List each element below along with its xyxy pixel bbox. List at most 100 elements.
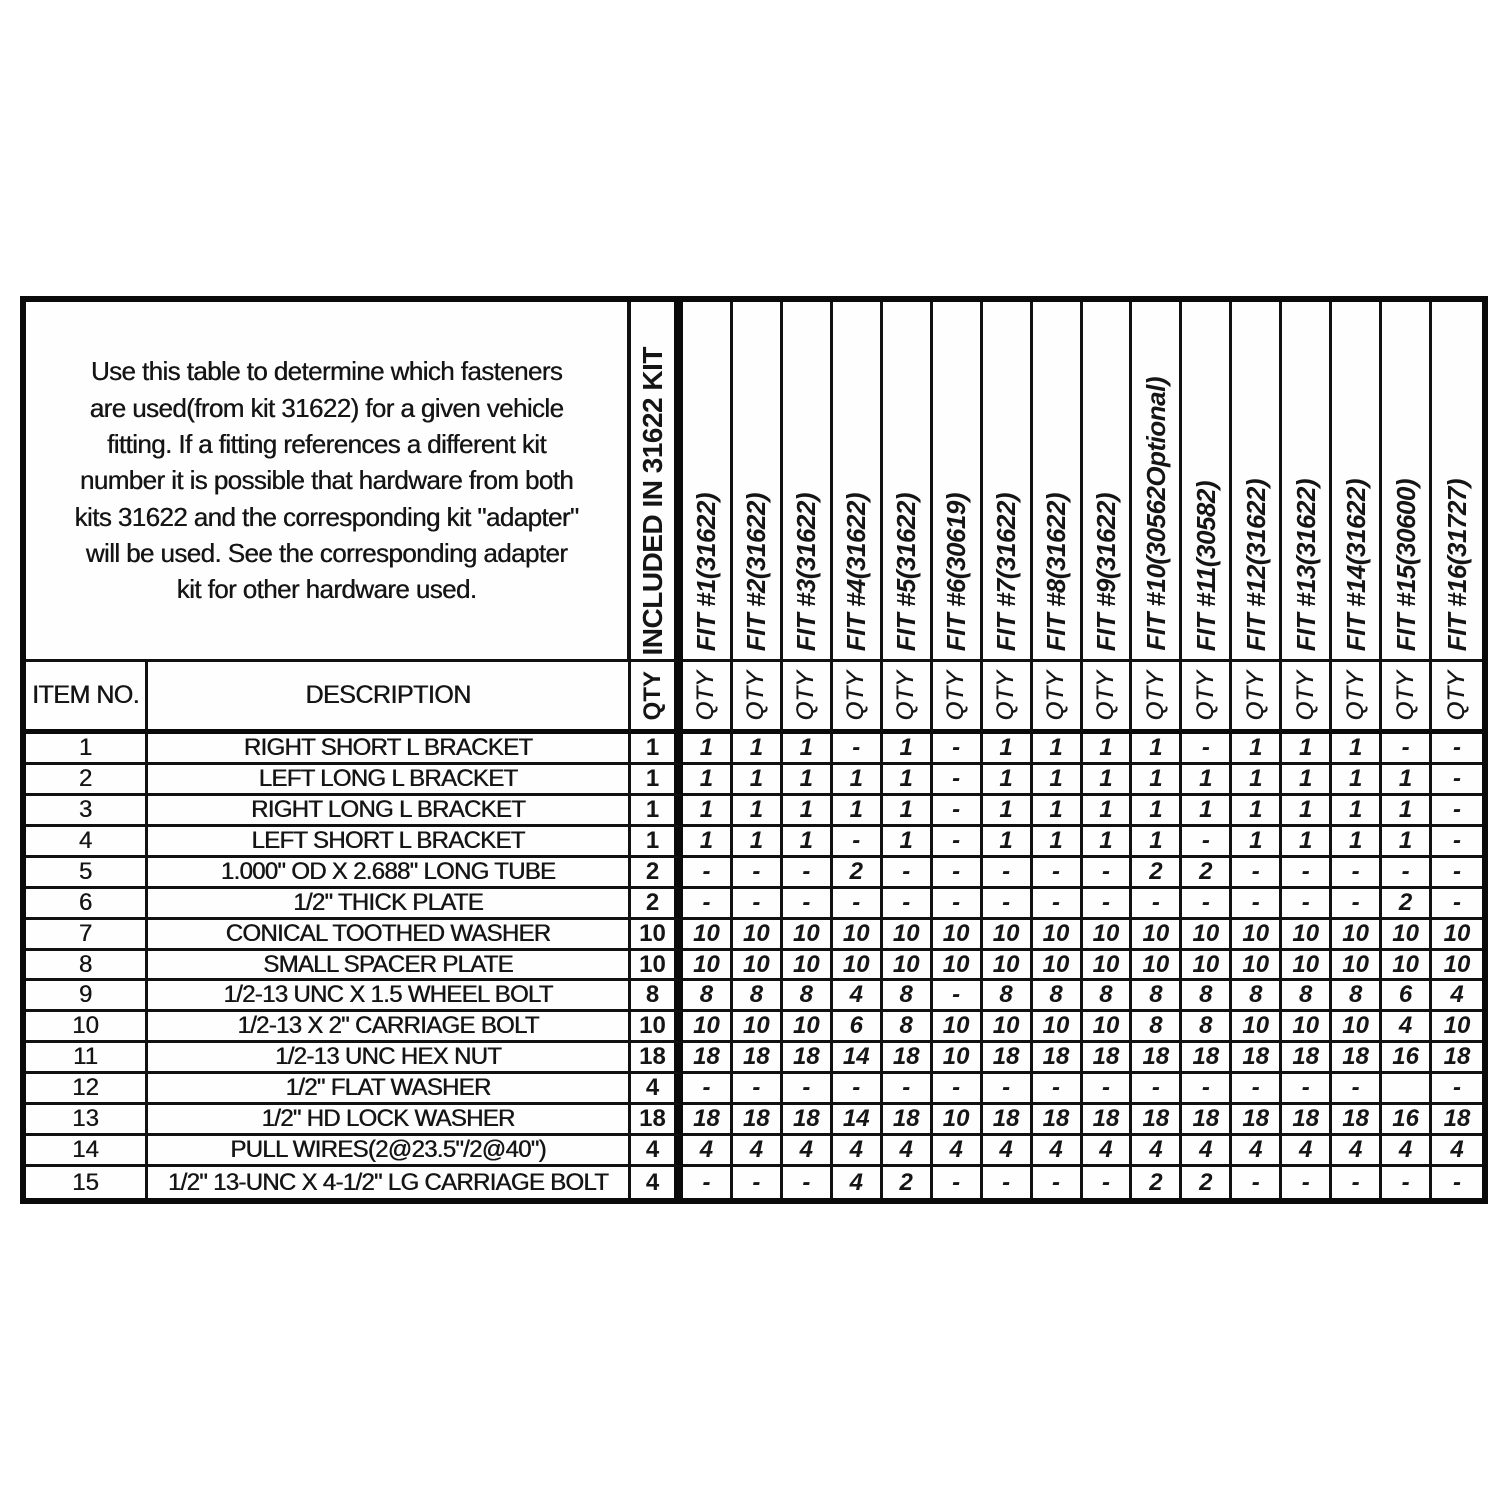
fit-qty-cell: -: [832, 888, 883, 920]
item-no-cell: 7: [26, 919, 148, 951]
fit-qty-cell: 10: [932, 1043, 983, 1075]
fit-column-header-label: FIT #11(30582): [1190, 480, 1221, 651]
fit-qty-cell: 8: [1032, 981, 1083, 1013]
fit-qty-cell: 4: [982, 1136, 1033, 1168]
item-no-cell: 1: [26, 734, 148, 765]
fit-qty-cell: 4: [782, 1136, 833, 1168]
fit-qty-cell: -: [1182, 826, 1233, 858]
fit-qty-cell: 1: [1232, 764, 1283, 796]
fit-qty-cell: 8: [1182, 981, 1233, 1013]
fit-qty-label: QTY: [1082, 662, 1133, 734]
description-cell: 1/2" HD LOCK WASHER: [148, 1105, 631, 1137]
fit-qty-cell: 4: [1132, 1136, 1183, 1168]
fit-qty-cell: -: [832, 826, 883, 858]
fit-qty-cell: 18: [882, 1105, 933, 1137]
fit-qty-cell: -: [1432, 1074, 1482, 1106]
fit-qty-cell: 18: [782, 1105, 833, 1137]
fit-qty-label-label: QTY: [742, 670, 770, 721]
fit-qty-cell: 1: [982, 764, 1033, 796]
fit-qty-cell: 10: [782, 1012, 833, 1044]
fit-qty-label-label: QTY: [1391, 670, 1419, 721]
item-no-header-label: ITEM NO.: [31, 681, 140, 709]
fit-qty-cell: 10: [1182, 950, 1233, 982]
description-cell: PULL WIRES(2@23.5"/2@40"): [148, 1136, 631, 1168]
item-no-cell: 9: [26, 981, 148, 1013]
fit-qty-cell: 8: [882, 1012, 933, 1044]
fit-column-header: FIT #16(31727): [1432, 302, 1482, 662]
fit-qty-cell: 1: [1232, 826, 1283, 858]
fit-column-header-label: FIT #1(31622): [691, 492, 722, 651]
fit-qty-cell: -: [782, 888, 833, 920]
fit-qty-cell: 10: [932, 1012, 983, 1044]
fit-qty-cell: 4: [1282, 1136, 1333, 1168]
fit-qty-cell: 10: [732, 950, 783, 982]
fit-qty-cell: 4: [732, 1136, 783, 1168]
fit-qty-cell: 4: [1032, 1136, 1083, 1168]
fit-qty-cell: 2: [1182, 1167, 1233, 1198]
kit-qty-label-cell: QTY: [631, 662, 683, 734]
fit-qty-cell: -: [1282, 1074, 1333, 1106]
fit-qty-cell: 1: [982, 734, 1033, 765]
fit-qty-cell: -: [1032, 1167, 1083, 1198]
fit-qty-cell: 1: [683, 734, 733, 765]
kit-qty-cell: 4: [631, 1136, 683, 1168]
kit-qty-cell: 4: [631, 1167, 683, 1198]
fit-qty-label-label: QTY: [692, 670, 720, 721]
fit-qty-cell: 10: [882, 950, 933, 982]
fit-qty-cell: -: [732, 857, 783, 889]
fit-qty-cell: 18: [982, 1105, 1033, 1137]
fit-qty-cell: 8: [732, 981, 783, 1013]
description-cell: 1/2-13 UNC HEX NUT: [148, 1043, 631, 1075]
fit-qty-cell: 10: [1132, 950, 1183, 982]
fit-qty-cell: 18: [1232, 1043, 1283, 1075]
fit-column-header-label: FIT #2(31622): [741, 492, 772, 651]
fit-qty-cell: 10: [782, 950, 833, 982]
fit-qty-cell: -: [1232, 888, 1283, 920]
description-header-label: DESCRIPTION: [305, 681, 471, 709]
fit-qty-label-label: QTY: [1443, 670, 1471, 721]
fit-qty-cell: -: [782, 1167, 833, 1198]
fit-qty-cell: 1: [1382, 764, 1433, 796]
fit-qty-cell: 10: [882, 919, 933, 951]
fit-column-header-label: FIT #15(30600): [1390, 478, 1421, 651]
fit-qty-cell: 1: [1132, 826, 1183, 858]
kit-qty-cell: 18: [631, 1105, 683, 1137]
fit-qty-cell: -: [1332, 888, 1383, 920]
fit-qty-cell: 1: [732, 795, 783, 827]
fit-column-header: FIT #15(30600): [1382, 302, 1433, 662]
fit-qty-cell: 10: [1332, 919, 1383, 951]
fit-qty-cell: -: [932, 857, 983, 889]
fit-qty-cell: 18: [1332, 1105, 1383, 1137]
fit-qty-cell: 1: [1332, 795, 1383, 827]
fit-qty-cell: 1: [1282, 764, 1333, 796]
item-no-cell: 2: [26, 764, 148, 796]
fit-qty-cell: -: [982, 857, 1033, 889]
fit-qty-cell: 1: [1082, 764, 1133, 796]
fit-qty-cell: 18: [882, 1043, 933, 1075]
fit-qty-cell: 10: [1282, 1012, 1333, 1044]
description-cell: 1/2" FLAT WASHER: [148, 1074, 631, 1106]
fit-column-header-label: FIT #16(31727): [1442, 478, 1473, 651]
fit-qty-cell: 2: [1132, 1167, 1183, 1198]
fit-qty-cell: 2: [1132, 857, 1183, 889]
kit-qty-cell: 1: [631, 734, 683, 765]
fit-qty-cell: 18: [782, 1043, 833, 1075]
fit-qty-cell: 10: [1232, 950, 1283, 982]
fit-qty-cell: -: [982, 1167, 1033, 1198]
fit-qty-cell: -: [1232, 1167, 1283, 1198]
fit-qty-cell: -: [982, 1074, 1033, 1106]
fit-qty-cell: 4: [1082, 1136, 1133, 1168]
fit-qty-cell: 10: [1332, 1012, 1383, 1044]
fit-qty-cell: -: [732, 1074, 783, 1106]
fit-qty-cell: 18: [982, 1043, 1033, 1075]
fit-qty-cell: -: [932, 1167, 983, 1198]
fit-qty-cell: 14: [832, 1043, 883, 1075]
fit-qty-cell: 1: [1132, 795, 1183, 827]
fit-qty-cell: -: [1182, 888, 1233, 920]
fit-column-header-label: FIT #4(31622): [841, 492, 872, 651]
fit-qty-label-label: QTY: [1341, 670, 1369, 721]
fit-qty-cell: 1: [683, 826, 733, 858]
fit-qty-cell: 1: [732, 764, 783, 796]
fit-column-header: FIT #7(31622): [982, 302, 1033, 662]
fit-qty-label: QTY: [832, 662, 883, 734]
